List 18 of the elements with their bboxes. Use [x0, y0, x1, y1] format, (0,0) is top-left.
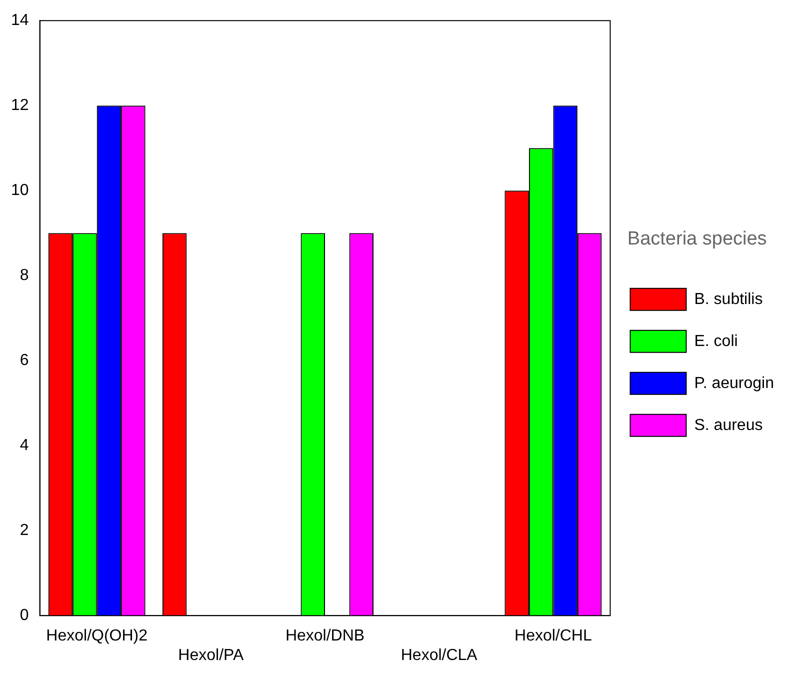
x-tick-label: Hexol/CLA — [400, 646, 478, 664]
y-tick-label: 8 — [20, 267, 29, 284]
legend-label: E. coli — [694, 332, 738, 350]
y-tick-label: 0 — [20, 607, 29, 624]
y-tick-label: 4 — [20, 437, 29, 454]
x-tick-label: Hexol/CHL — [514, 628, 592, 645]
legend-label: B. subtilis — [694, 290, 763, 308]
legend-label: S. aureus — [694, 416, 763, 434]
x-tick-label: Hexol/PA — [178, 646, 244, 664]
y-tick-label: 6 — [20, 352, 29, 370]
x-tick-label: Hexol/Q(OH)2 — [46, 628, 148, 645]
legend-label: P. aeurogin — [694, 374, 774, 392]
legend-title: Bacteria species — [627, 228, 767, 250]
y-tick-label: 14 — [11, 12, 29, 30]
y-tick-label: 2 — [20, 522, 29, 540]
y-tick-label: 12 — [11, 97, 29, 114]
x-tick-label: Hexol/DNB — [285, 628, 365, 645]
y-tick-label: 10 — [11, 182, 29, 200]
